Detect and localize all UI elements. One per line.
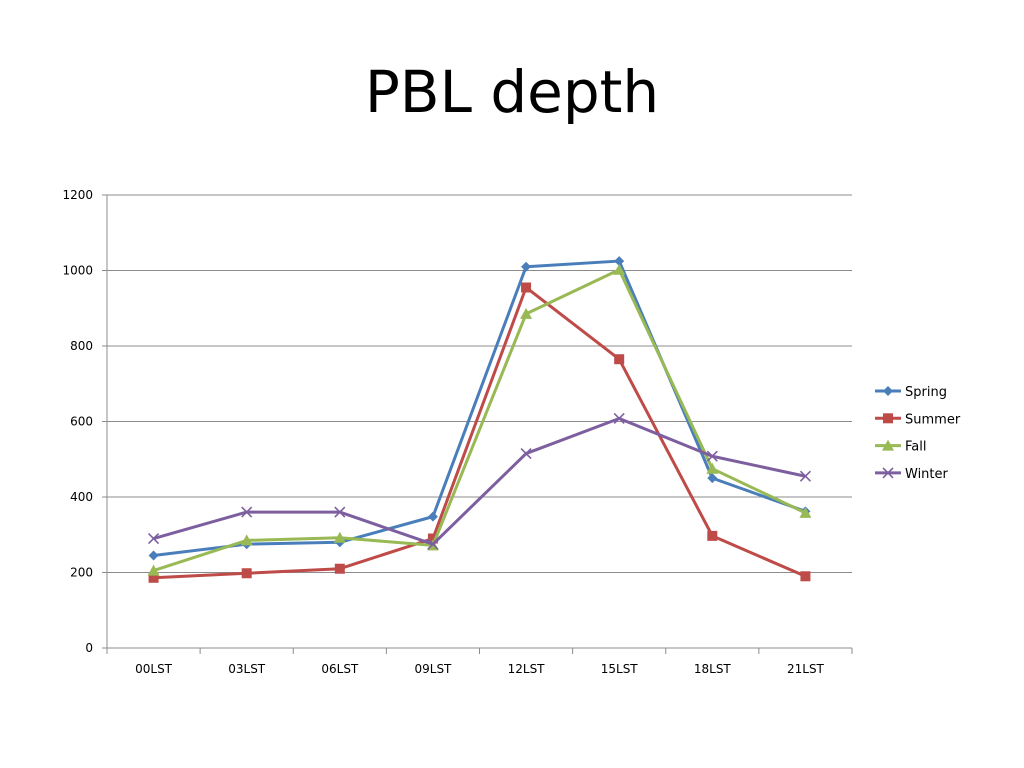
legend-label-spring: Spring [905, 385, 947, 400]
data-point-winter [520, 448, 532, 460]
data-point-winter [147, 532, 160, 545]
data-point-fall [520, 307, 533, 319]
legend-label-summer: Summer [905, 412, 961, 427]
data-point-winter [334, 506, 346, 518]
y-tick-label: 1200 [62, 188, 93, 202]
series-winter [147, 412, 812, 550]
y-tick-label: 800 [70, 339, 93, 353]
series-spring [148, 256, 811, 561]
data-point-spring [427, 511, 438, 522]
data-point-summer [148, 572, 159, 583]
data-point-fall [706, 462, 719, 474]
series-line-fall [153, 268, 807, 573]
legend-item-fall: Fall [875, 439, 926, 455]
y-tick-label: 1000 [62, 264, 93, 278]
series-line-summer [153, 285, 807, 580]
data-point-winter [613, 412, 625, 425]
x-tick-label: 21LST [787, 662, 825, 676]
series-fall [147, 263, 812, 576]
data-point-spring [521, 261, 532, 272]
y-tick-label: 400 [70, 490, 93, 504]
x-axis-tick-labels: 00LST 03LST 06LST 09LST 12LST 15LST 18LST 21LST [135, 662, 824, 676]
data-point-summer [521, 282, 532, 293]
data-point-spring [614, 256, 625, 267]
data-point-winter [427, 538, 439, 550]
data-point-fall [799, 506, 812, 518]
data-point-summer [614, 354, 625, 365]
data-point-summer [427, 533, 438, 544]
legend-marker-fall [882, 439, 894, 451]
legend-label-fall: Fall [905, 440, 926, 455]
gridlines [107, 194, 852, 573]
series-line-winter [153, 416, 806, 546]
data-point-spring [148, 550, 159, 561]
legend-label-winter: Winter [905, 467, 949, 482]
legend-marker-spring [883, 386, 893, 396]
data-point-summer [334, 563, 345, 574]
legend-item-spring: Spring [875, 385, 947, 400]
x-tick-label: 15LST [601, 662, 639, 676]
legend-item-summer: Summer [875, 412, 961, 427]
data-point-fall [147, 564, 160, 576]
x-tick-label: 18LST [694, 662, 732, 676]
data-point-winter [799, 470, 812, 482]
x-tick-label: 09LST [414, 662, 452, 676]
series-summer [148, 282, 811, 583]
series-line-spring [153, 259, 806, 558]
legend: Spring Summer Fall Winter [875, 385, 961, 482]
data-point-fall [333, 531, 346, 543]
y-axis-tick-labels: 0 200 400 600 800 1000 1200 [62, 188, 93, 655]
axes [102, 194, 853, 654]
data-point-fall [240, 534, 253, 546]
y-tick-label: 200 [70, 566, 93, 580]
data-point-summer [800, 571, 811, 582]
data-point-spring [707, 473, 718, 484]
data-point-summer [707, 530, 718, 541]
y-tick-label: 600 [70, 415, 93, 429]
x-tick-label: 06LST [321, 662, 359, 676]
slide-title: PBL depth [364, 58, 660, 126]
x-tick-label: 00LST [135, 662, 173, 676]
x-tick-label: 03LST [228, 662, 266, 676]
data-point-summer [241, 568, 252, 579]
data-point-winter [706, 450, 718, 462]
series-group [147, 256, 812, 583]
data-point-winter [241, 506, 253, 518]
legend-marker-winter [882, 467, 894, 479]
legend-marker-summer [883, 413, 893, 424]
x-tick-label: 12LST [508, 662, 546, 676]
data-point-fall [613, 263, 626, 275]
legend-item-winter: Winter [875, 467, 949, 482]
y-tick-label: 0 [85, 641, 93, 655]
